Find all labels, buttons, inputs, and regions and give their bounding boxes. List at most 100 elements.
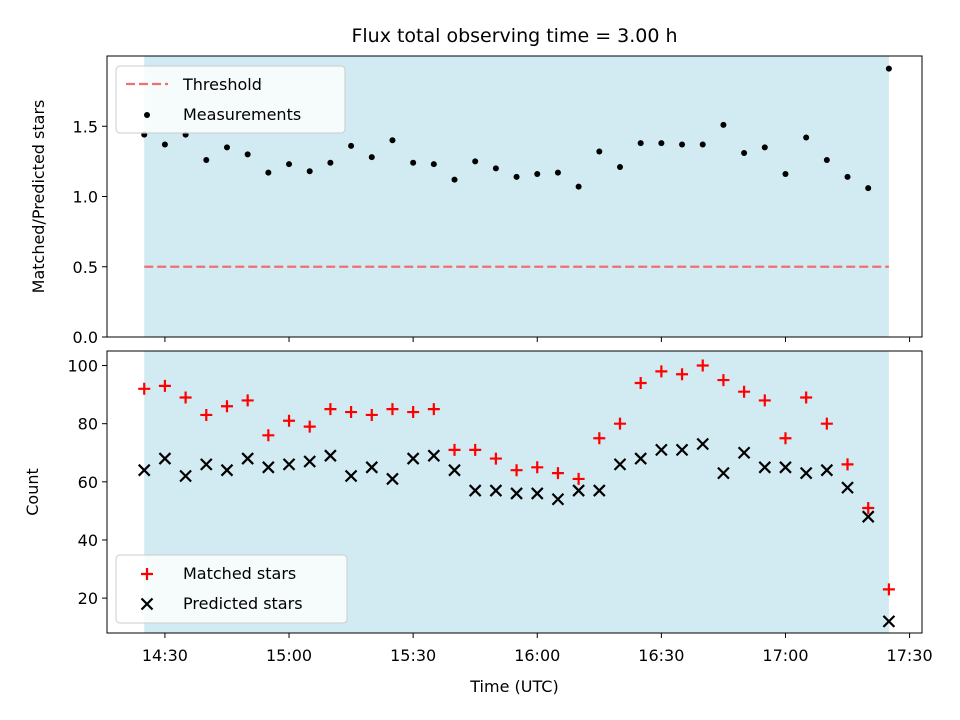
bottom-y-tick-label: 100	[67, 357, 98, 376]
matched-legend-label: Matched stars	[183, 564, 296, 583]
measurement-point	[741, 149, 748, 156]
bottom-x-tick-label: 15:30	[390, 646, 436, 665]
measurement-point	[472, 158, 479, 165]
measurement-point	[679, 141, 686, 148]
predicted-star-point	[841, 481, 854, 494]
predicted-stars-points	[137, 437, 896, 628]
measurement-point	[534, 171, 541, 178]
measurement-point	[368, 154, 375, 161]
chart-title: Flux total observing time = 3.00 h	[351, 25, 677, 47]
bottom-axes-frame	[106, 350, 923, 634]
top-y-ticks: 0.0 0.5 1.0 1.5	[73, 117, 107, 347]
matched-star-point	[572, 472, 585, 485]
matched-star-point	[220, 400, 233, 413]
measurement-points	[141, 65, 892, 192]
predicted-star-point	[717, 466, 730, 480]
bottom-x-tick-label: 17:30	[887, 646, 933, 665]
bottom-x-tick-label: 16:30	[638, 646, 684, 665]
top-legend-box	[115, 65, 346, 134]
matched-star-point	[469, 443, 482, 456]
measurement-point	[596, 148, 603, 155]
top-panel: 0.0 0.5 1.0 1.5 Flux total observing time =…	[29, 25, 923, 347]
predicted-star-point	[655, 443, 668, 457]
bottom-legend: Matched stars Predicted stars	[115, 554, 348, 624]
top-y-axis-label: Matched/Predicted stars	[29, 100, 48, 294]
bottom-x-ticks: 14:30 15:00 15:30 16:00 16:30 17:00 17:30	[142, 633, 933, 665]
matched-legend-marker	[141, 568, 153, 580]
matched-star-point	[738, 385, 751, 398]
matched-stars-points	[138, 359, 895, 596]
matched-star-point	[262, 429, 275, 442]
bottom-x-tick-label: 15:00	[266, 646, 312, 665]
predicted-star-point	[406, 452, 420, 465]
predicted-star-point	[427, 449, 441, 462]
matched-star-point	[655, 365, 668, 378]
matched-star-point	[386, 403, 399, 416]
matched-star-point	[800, 391, 813, 404]
predicted-star-point	[799, 466, 813, 480]
bottom-y-tick-label: 40	[78, 531, 98, 550]
predicted-star-point	[510, 487, 523, 500]
predicted-star-point	[200, 458, 213, 471]
measurement-point	[554, 169, 561, 176]
top-y-tick-label: 1.5	[73, 117, 98, 136]
threshold-legend-label: Threshold	[182, 75, 262, 94]
measurement-point	[327, 159, 334, 166]
bottom-y-tick-label: 80	[78, 415, 98, 434]
measurement-point	[616, 163, 623, 170]
matched-star-point	[676, 368, 689, 381]
measurement-point	[761, 144, 768, 151]
top-x-ticks	[164, 337, 911, 342]
matched-star-point	[696, 359, 709, 372]
matched-star-point	[551, 467, 564, 480]
measurement-point	[306, 168, 313, 175]
predicted-star-point	[758, 461, 772, 474]
bottom-y-axis-label: Count	[23, 468, 42, 516]
predicted-star-point	[365, 461, 379, 474]
measurement-point	[348, 142, 355, 149]
bottom-y-ticks: 20 40 60 80 100	[67, 357, 107, 608]
predicted-legend-swatch	[140, 597, 154, 611]
matched-star-point	[593, 432, 606, 445]
measurement-point	[803, 134, 810, 141]
matched-star-point	[179, 391, 192, 404]
measurement-point	[161, 141, 168, 148]
measurement-point	[720, 121, 727, 128]
predicted-star-point	[448, 463, 461, 477]
matched-star-point	[283, 414, 296, 427]
predicted-star-point	[551, 492, 565, 506]
measurement-point	[699, 141, 706, 148]
measurement-point	[389, 137, 396, 144]
matched-star-point	[862, 501, 875, 514]
matched-star-point	[531, 461, 544, 474]
bottom-legend-box	[115, 554, 348, 624]
predicted-star-point	[241, 452, 254, 465]
predicted-star-point	[530, 487, 544, 500]
predicted-star-point	[179, 469, 192, 483]
top-axes-frame	[106, 55, 923, 338]
matched-star-point	[779, 432, 792, 445]
predicted-star-point	[593, 484, 606, 497]
measurement-point	[865, 185, 872, 192]
matched-star-point	[758, 394, 771, 407]
matched-star-point	[241, 394, 254, 407]
measurement-point	[658, 140, 665, 147]
measurement-point	[223, 144, 230, 151]
bottom-y-tick-label: 60	[78, 473, 98, 492]
top-y-tick-label: 0.0	[73, 328, 98, 347]
predicted-star-point	[572, 484, 585, 497]
bottom-x-tick-label: 17:00	[762, 646, 808, 665]
measurement-point	[575, 183, 582, 190]
matched-star-point	[510, 464, 523, 477]
bottom-panel: 20 40 60 80 100 14:30 15:00 15:30 16:00 16:30 17:…	[23, 350, 933, 696]
measurement-point	[203, 156, 210, 163]
matched-star-point	[407, 406, 420, 419]
predicted-star-point	[262, 461, 275, 474]
predicted-star-point	[882, 615, 896, 628]
measurement-point	[492, 165, 499, 172]
measurements-legend-label: Measurements	[183, 105, 301, 124]
measurement-point	[430, 161, 437, 168]
matched-legend-swatch	[141, 568, 153, 580]
matched-star-point	[427, 403, 440, 416]
